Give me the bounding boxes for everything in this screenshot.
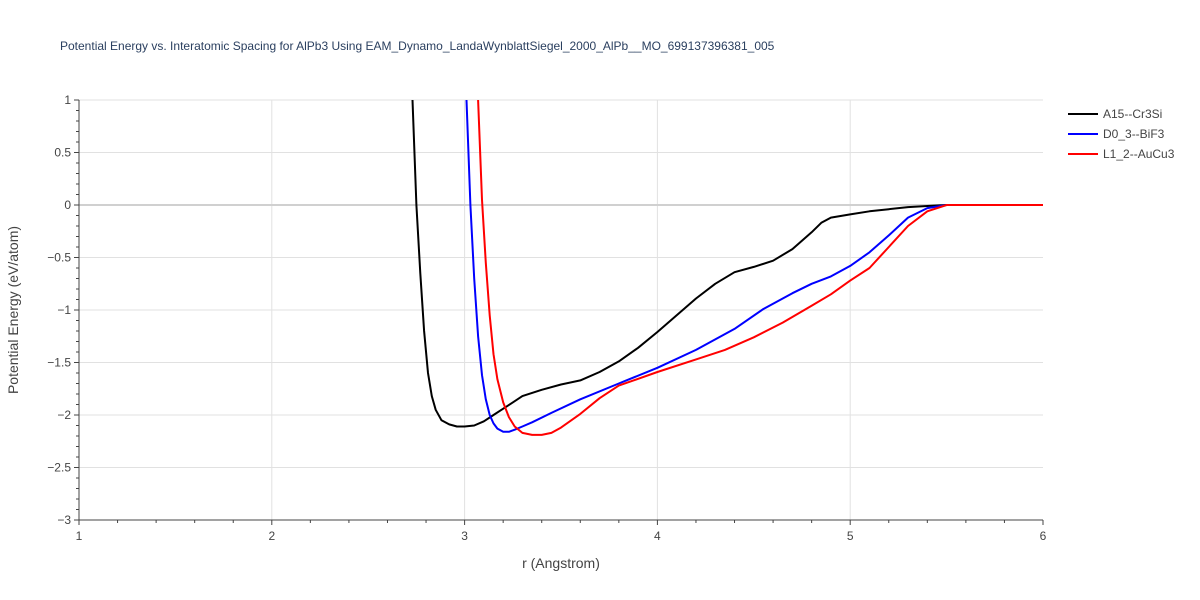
x-tick-label: 2 (268, 529, 275, 543)
series-line-d0-3-bif3 (465, 100, 1043, 433)
y-axis-title: Potential Energy (eV/atom) (5, 226, 21, 394)
legend-label-a15-cr3si: A15--Cr3Si (1103, 107, 1162, 121)
legend-label-d0-3-bif3: D0_3--BiF3 (1103, 127, 1165, 141)
x-tick-label: 1 (76, 529, 83, 543)
legend-label-l1-2-aucu3: L1_2--AuCu3 (1103, 147, 1175, 161)
x-tick-label: 3 (461, 529, 468, 543)
x-tick-label: 4 (654, 529, 661, 543)
y-tick-label: −0.5 (47, 251, 71, 265)
series-line-a15-cr3si (411, 100, 1043, 428)
series-line-l1-2-aucu3 (477, 100, 1043, 436)
y-tick-label: 1 (64, 93, 71, 107)
chart-title: Potential Energy vs. Interatomic Spacing… (60, 39, 775, 53)
y-tick-label: −3 (57, 513, 71, 527)
y-tick-label: −2.5 (47, 461, 71, 475)
plot-area (411, 100, 1043, 436)
y-tick-label: 0.5 (54, 146, 71, 160)
legend: A15--Cr3Si D0_3--BiF3 L1_2--AuCu3 (1068, 107, 1175, 161)
y-tick-label: −2 (57, 408, 71, 422)
x-axis-title: r (Angstrom) (522, 555, 600, 571)
x-tick-label: 6 (1040, 529, 1047, 543)
y-tick-label: 0 (64, 198, 71, 212)
x-tick-label: 5 (847, 529, 854, 543)
axes: 1 2 3 4 5 6 1 0.5 0 −0.5 −1 −1.5 −2 −2.5 −3 (47, 93, 1046, 543)
y-tick-label: −1.5 (47, 356, 71, 370)
y-tick-label: −1 (57, 303, 71, 317)
